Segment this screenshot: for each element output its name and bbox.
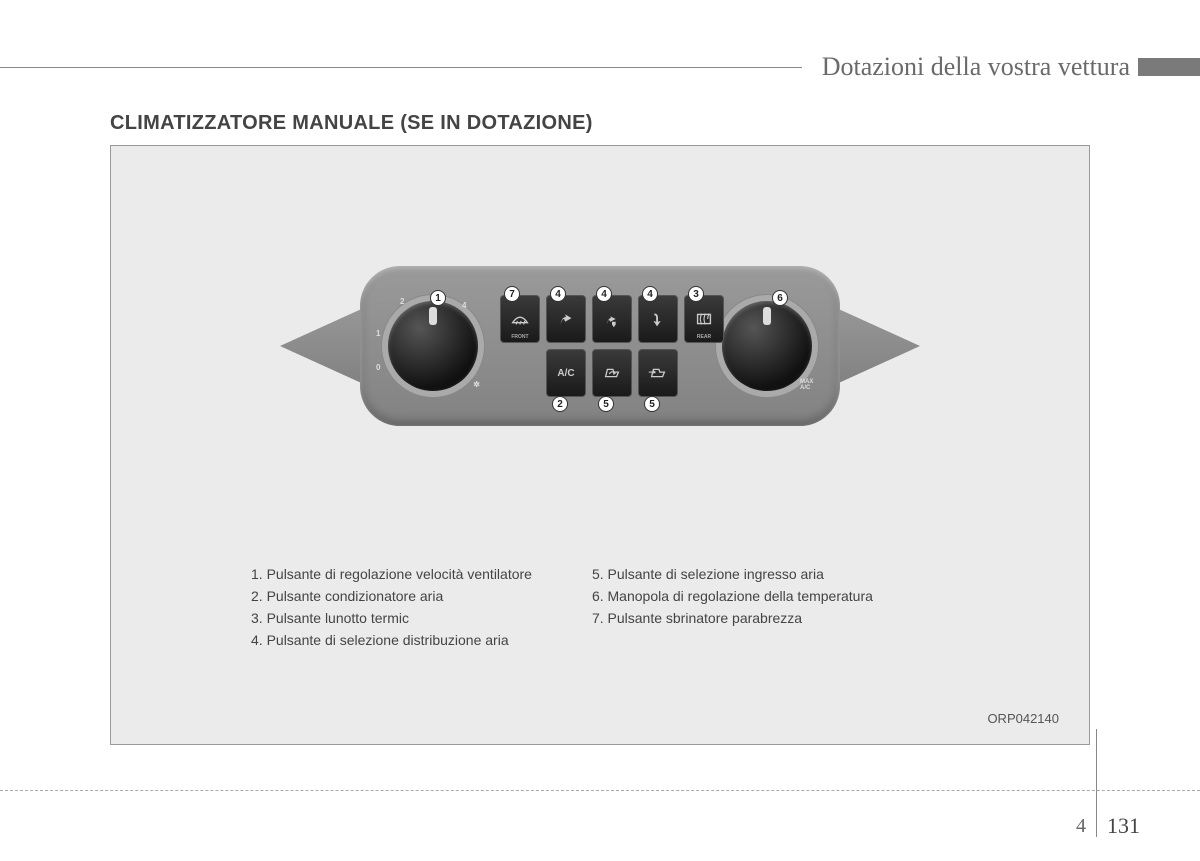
chapter-title: Dotazioni della vostra vettura bbox=[802, 52, 1138, 82]
mode-vent-icon bbox=[555, 308, 577, 330]
legend-item: 3. Pulsante lunotto termic bbox=[251, 610, 532, 626]
callout-3: 3 bbox=[688, 286, 704, 302]
button-grid: FRONT REAR A/C bbox=[500, 291, 700, 401]
callout-1: 1 bbox=[430, 290, 446, 306]
legend-right: 5. Pulsante di selezione ingresso aria 6… bbox=[592, 566, 873, 654]
ac-button[interactable]: A/C bbox=[546, 349, 586, 397]
recirculate-button[interactable] bbox=[592, 349, 632, 397]
legend-item: 2. Pulsante condizionatore aria bbox=[251, 588, 532, 604]
fresh-air-button[interactable] bbox=[638, 349, 678, 397]
page-number: 131 bbox=[1107, 813, 1140, 839]
legend-left: 1. Pulsante di regolazione velocità vent… bbox=[251, 566, 532, 654]
scale-2: 2 bbox=[400, 297, 404, 306]
legend-item: 5. Pulsante di selezione ingresso aria bbox=[592, 566, 873, 582]
scale-0: 0 bbox=[376, 363, 380, 372]
rear-label: REAR bbox=[697, 335, 711, 341]
max-ac-label: MAX A/C bbox=[800, 379, 820, 391]
callout-4a: 4 bbox=[550, 286, 566, 302]
front-defrost-button[interactable]: FRONT bbox=[500, 295, 540, 343]
section-title: CLIMATIZZATORE MANUALE (SE IN DOTAZIONE) bbox=[110, 112, 593, 135]
front-label: FRONT bbox=[511, 335, 528, 341]
legend-item: 1. Pulsante di regolazione velocità vent… bbox=[251, 566, 532, 582]
spacer bbox=[684, 349, 724, 397]
scale-1: 1 bbox=[376, 329, 380, 338]
fan-icon: ✲ bbox=[473, 380, 480, 389]
callout-7: 7 bbox=[504, 286, 520, 302]
chapter-header: Dotazioni della vostra vettura bbox=[0, 52, 1200, 82]
temperature-knob[interactable]: MAX A/C bbox=[722, 301, 812, 391]
mode-bilevel-icon bbox=[601, 308, 623, 330]
callout-5b: 5 bbox=[644, 396, 660, 412]
mode-floor-button[interactable] bbox=[638, 295, 678, 343]
chapter-number: 4 bbox=[1076, 815, 1086, 838]
climate-panel: 0 1 2 3 4 ✲ 1 MAX A/C 6 FRONT bbox=[280, 256, 920, 436]
figure-legend: 1. Pulsante di regolazione velocità vent… bbox=[251, 566, 1029, 654]
page-footer: 4 131 bbox=[1076, 813, 1140, 839]
rear-defrost-icon bbox=[693, 308, 715, 330]
fresh-air-icon bbox=[647, 362, 669, 384]
callout-5a: 5 bbox=[598, 396, 614, 412]
figure-code: ORP042140 bbox=[987, 711, 1059, 726]
recirculate-icon bbox=[601, 362, 623, 384]
legend-item: 4. Pulsante di selezione distribuzione a… bbox=[251, 632, 532, 648]
front-defrost-icon bbox=[509, 308, 531, 330]
header-tab bbox=[1138, 58, 1200, 76]
ac-label: A/C bbox=[557, 368, 574, 379]
scale-4: 4 bbox=[462, 301, 466, 310]
rear-defrost-button[interactable]: REAR bbox=[684, 295, 724, 343]
header-rule bbox=[0, 67, 802, 68]
fan-speed-knob[interactable]: 0 1 2 3 4 ✲ bbox=[388, 301, 478, 391]
legend-item: 6. Manopola di regolazione della tempera… bbox=[592, 588, 873, 604]
spacer bbox=[500, 349, 540, 397]
figure-box: 0 1 2 3 4 ✲ 1 MAX A/C 6 FRONT bbox=[110, 145, 1090, 745]
callout-6: 6 bbox=[772, 290, 788, 306]
mode-floor-icon bbox=[647, 308, 669, 330]
footer-dash bbox=[0, 790, 1200, 791]
callout-2: 2 bbox=[552, 396, 568, 412]
mode-vent-button[interactable] bbox=[546, 295, 586, 343]
footer-divider bbox=[1096, 729, 1097, 837]
mode-bilevel-button[interactable] bbox=[592, 295, 632, 343]
callout-4c: 4 bbox=[642, 286, 658, 302]
callout-4b: 4 bbox=[596, 286, 612, 302]
legend-item: 7. Pulsante sbrinatore parabrezza bbox=[592, 610, 873, 626]
